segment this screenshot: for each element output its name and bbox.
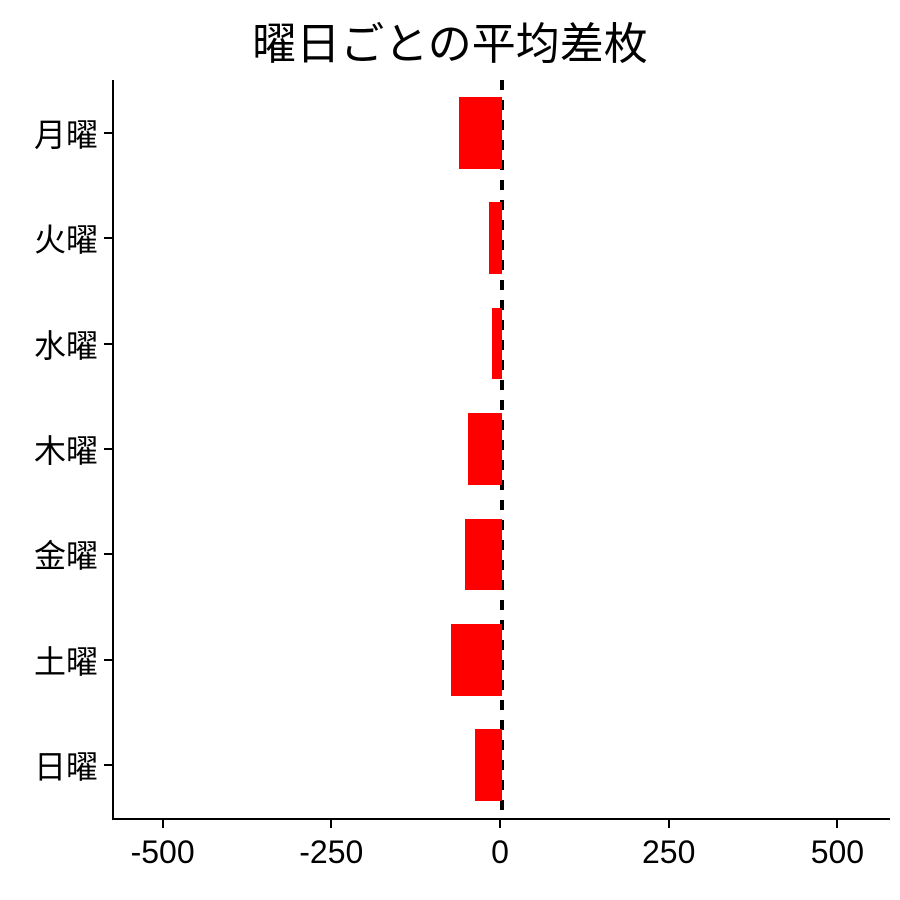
y-axis-label: 月曜: [34, 110, 98, 156]
x-tick: [499, 820, 501, 828]
y-tick: [104, 764, 112, 766]
x-tick: [668, 820, 670, 828]
y-axis-label: 土曜: [34, 637, 98, 683]
y-axis-label: 木曜: [34, 426, 98, 472]
x-tick: [162, 820, 164, 828]
x-axis-label: -500: [131, 834, 195, 871]
bar-月曜: [459, 97, 502, 169]
y-axis-label: 水曜: [34, 321, 98, 367]
bar-火曜: [489, 202, 502, 274]
y-axis-label: 火曜: [34, 215, 98, 261]
y-axis-label: 日曜: [34, 742, 98, 788]
chart-container: 曜日ごとの平均差枚 月曜火曜水曜木曜金曜土曜日曜 -500 -250 0 250 500: [0, 0, 900, 900]
x-tick: [836, 820, 838, 828]
bar-水曜: [492, 308, 502, 380]
bar-日曜: [475, 729, 502, 801]
y-tick: [104, 237, 112, 239]
bar-木曜: [468, 413, 502, 485]
chart-title: 曜日ごとの平均差枚: [0, 8, 900, 72]
y-tick: [104, 659, 112, 661]
plot-area: [112, 80, 890, 820]
y-tick: [104, 343, 112, 345]
x-tick: [330, 820, 332, 828]
bar-金曜: [465, 519, 502, 591]
y-tick: [104, 448, 112, 450]
bar-土曜: [451, 624, 502, 696]
x-axis-label: 250: [642, 834, 695, 871]
y-tick: [104, 553, 112, 555]
y-axis-label: 金曜: [34, 531, 98, 577]
x-axis-label: 500: [811, 834, 864, 871]
y-tick: [104, 132, 112, 134]
x-axis-label: 0: [491, 834, 509, 871]
x-axis-label: -250: [299, 834, 363, 871]
